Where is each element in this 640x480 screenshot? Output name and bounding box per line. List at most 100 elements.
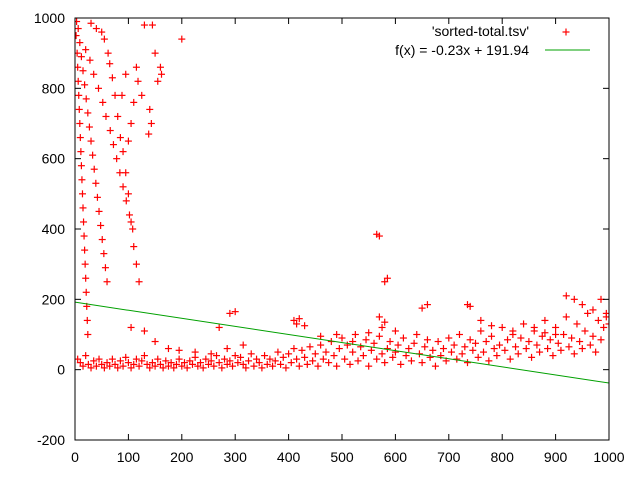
data-point (154, 77, 162, 85)
x-tick-label: 100 (117, 449, 141, 465)
data-point (383, 274, 391, 282)
data-point (127, 323, 135, 331)
data-point (77, 162, 85, 170)
data-point (261, 352, 269, 360)
data-point (116, 357, 124, 365)
data-point (172, 360, 180, 368)
data-point (293, 320, 301, 328)
data-point (82, 95, 90, 103)
data-point (573, 320, 581, 328)
data-point (277, 360, 285, 368)
data-point (301, 322, 309, 330)
data-point (135, 278, 143, 286)
data-point (488, 332, 496, 340)
data-point (116, 169, 124, 177)
data-point (253, 355, 261, 363)
data-point (234, 359, 242, 367)
data-point (383, 345, 391, 353)
y-tick-label: 200 (42, 291, 66, 307)
data-point (146, 105, 154, 113)
y-tick-label: 0 (57, 362, 65, 378)
data-point (565, 343, 573, 351)
data-point (341, 355, 349, 363)
data-point (81, 246, 89, 254)
data-point (84, 109, 92, 117)
data-point (210, 362, 218, 370)
data-point (375, 232, 383, 240)
data-point (333, 331, 341, 338)
data-point (378, 350, 386, 358)
data-point (154, 355, 162, 363)
data-point (113, 155, 121, 163)
data-point (213, 352, 221, 360)
data-point (357, 343, 365, 351)
data-point (317, 332, 325, 340)
data-point (581, 327, 589, 335)
data-point (423, 336, 431, 344)
data-point (111, 360, 119, 368)
data-point (472, 339, 479, 347)
data-point (76, 134, 84, 142)
data-point (343, 341, 351, 349)
data-point (242, 364, 250, 372)
data-point (231, 352, 239, 360)
data-point (79, 362, 87, 370)
data-point (86, 56, 94, 64)
data-point (351, 331, 359, 338)
data-point (100, 364, 108, 372)
data-point (145, 130, 153, 138)
data-point (421, 343, 429, 351)
data-point (399, 334, 407, 342)
data-point (597, 336, 605, 344)
data-point (255, 359, 263, 367)
data-point (77, 53, 85, 61)
data-point (114, 364, 122, 372)
data-point (82, 46, 90, 54)
data-point (146, 364, 154, 372)
data-point (132, 260, 140, 268)
data-point (271, 357, 279, 365)
data-point (132, 355, 140, 363)
data-point (335, 345, 343, 353)
data-point (525, 338, 533, 346)
data-point (509, 327, 517, 335)
data-point (84, 360, 92, 368)
data-point (98, 360, 106, 368)
data-point (381, 359, 389, 367)
data-point (147, 120, 155, 127)
data-point (282, 364, 290, 372)
data-point (375, 313, 383, 321)
data-point (109, 141, 117, 149)
data-point (237, 353, 245, 361)
data-point (439, 345, 447, 353)
data-point (386, 338, 394, 346)
data-point (570, 295, 578, 303)
x-tick-label: 600 (384, 449, 408, 465)
data-point (215, 359, 223, 367)
data-point (148, 359, 156, 367)
legend: 'sorted-total.tsv' f(x) = -0.23x + 191.94 (395, 23, 590, 58)
data-point (119, 148, 127, 156)
data-point (108, 355, 116, 363)
data-point (78, 176, 86, 184)
data-point (226, 357, 234, 365)
data-point (557, 346, 565, 354)
data-point (311, 350, 319, 358)
data-point (263, 360, 271, 368)
y-tick-label: 1000 (34, 10, 65, 26)
data-point (290, 345, 298, 353)
data-point (188, 360, 196, 368)
data-point (258, 364, 266, 372)
data-point (536, 348, 544, 356)
data-point (338, 334, 346, 342)
data-point (301, 353, 309, 361)
data-point (541, 329, 549, 337)
data-point (231, 308, 239, 316)
data-point (250, 362, 258, 370)
y-tick-label: 800 (42, 80, 66, 96)
data-point (485, 357, 493, 365)
legend-marker-points (562, 28, 570, 36)
data-point (482, 338, 490, 346)
data-point (605, 320, 609, 328)
